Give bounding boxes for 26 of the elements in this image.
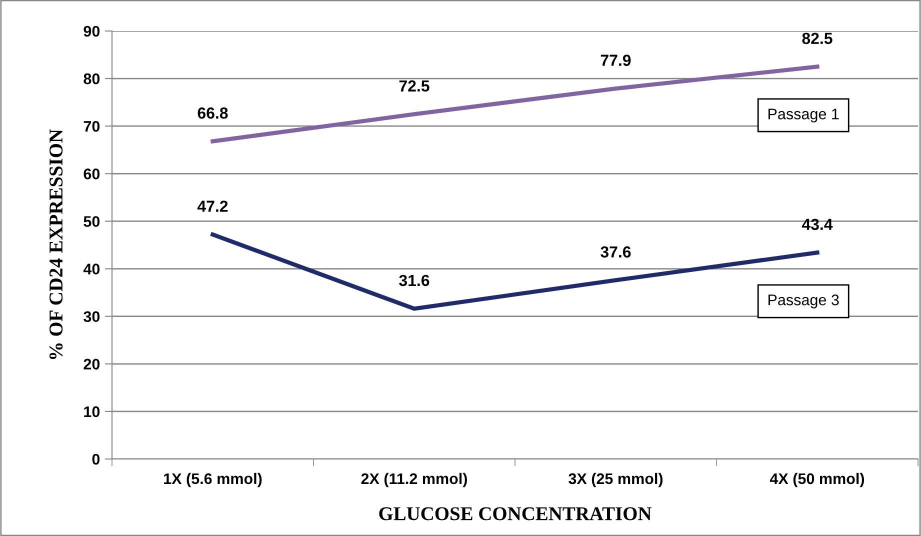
y-tick-label: 20	[84, 358, 100, 370]
y-tick-label: 40	[83, 264, 100, 274]
data-label: 72.5	[399, 80, 430, 92]
data-label: 43.4	[802, 218, 833, 230]
y-tick-label: 80	[84, 73, 100, 84]
data-label: 77.9	[600, 54, 631, 66]
y-tick-label: 0	[92, 454, 100, 465]
y-axis-title: % OF CD24 EXPRESSION	[49, 129, 63, 360]
x-tick-label: 3X (25 mmol)	[568, 472, 663, 488]
y-tick-label: 90	[84, 26, 100, 37]
y-tick-label: 10	[84, 406, 100, 418]
data-label: 66.8	[198, 107, 228, 119]
y-tick-label: 50	[84, 216, 100, 227]
data-label: 31.6	[399, 274, 430, 286]
y-tick-label: 70	[84, 120, 100, 132]
x-tick-label: 1X (5.6 mmol)	[164, 472, 262, 488]
text: Passage 1	[768, 108, 839, 122]
data-label: 82.5	[802, 32, 832, 44]
x-tick-label: 2X (11.2 mmol)	[361, 472, 467, 488]
x-axis-title: GLUCOSE CONCENTRATION	[379, 507, 652, 520]
text: Passage 3	[768, 294, 839, 308]
x-tick-label: 4X (50 mmol)	[770, 472, 864, 488]
data-label: 37.6	[600, 246, 631, 258]
data-label: 47.2	[197, 200, 228, 212]
y-tick-label: 60	[84, 168, 100, 180]
y-tick-label: 30	[84, 311, 100, 322]
